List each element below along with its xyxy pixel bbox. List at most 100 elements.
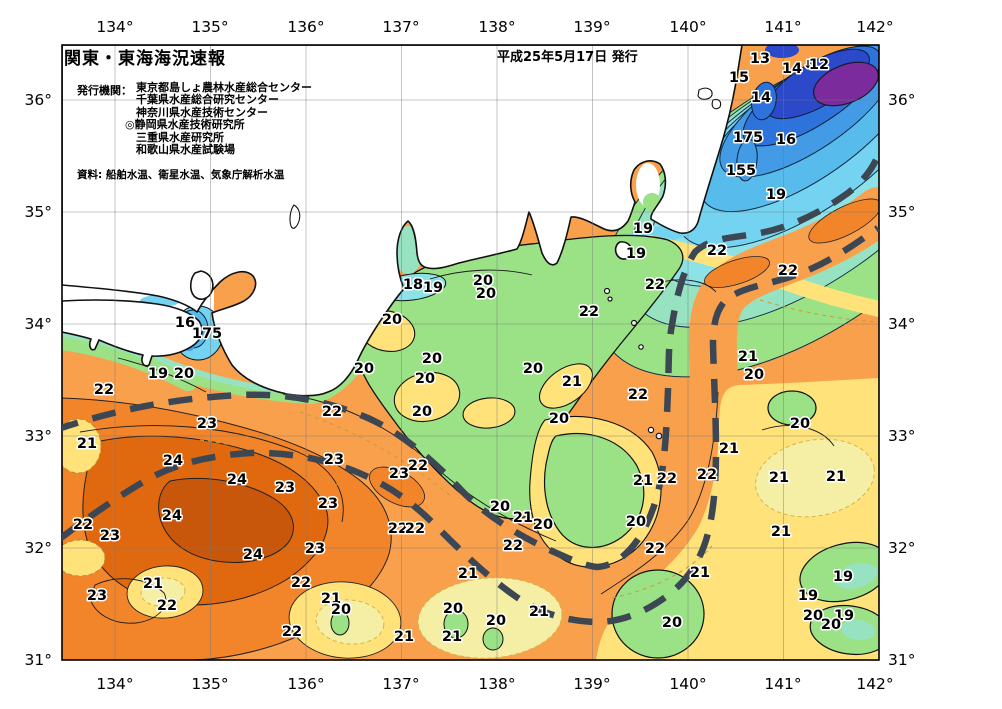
axis-tick-label: 33° — [888, 427, 915, 445]
region-se-green-3 — [611, 569, 705, 659]
sst-label: 23 — [324, 452, 344, 468]
sst-label: 21 — [769, 470, 789, 486]
sst-label: 22 — [657, 471, 677, 487]
sst-label: 155 — [726, 163, 756, 179]
region-se-green-33n — [767, 390, 817, 426]
sst-label: 20 — [354, 361, 374, 377]
sst-label: 22 — [707, 243, 727, 259]
sst-label: 24 — [227, 472, 247, 488]
axis-tick-label: 36° — [25, 91, 52, 109]
sst-label: 23 — [318, 496, 338, 512]
axis-tick-label: 31° — [888, 651, 915, 669]
region-loop-green — [543, 432, 645, 549]
sst-label: 20 — [331, 602, 351, 618]
sst-label: 21 — [738, 349, 758, 365]
axis-tick-label: 139° — [573, 18, 610, 36]
lake — [697, 87, 713, 100]
sst-label: 20 — [549, 411, 569, 427]
regions-layer — [62, 45, 879, 660]
sst-label: 19 — [633, 221, 653, 237]
island — [630, 319, 638, 327]
region-ne-patch-14b — [751, 81, 777, 121]
region-ne-patch-15b — [736, 138, 758, 182]
sst-label: 19 — [626, 246, 646, 262]
intermediate-contour-line — [299, 411, 453, 498]
axis-tick-label: 138° — [478, 675, 515, 693]
sst-label: 20 — [744, 367, 764, 383]
sst-label: 22 — [388, 521, 408, 537]
region-bc-green-b — [482, 627, 504, 651]
sst-label: 22 — [291, 575, 311, 591]
axis-tick-label: 36° — [888, 91, 915, 109]
sst-label: 23 — [197, 416, 217, 432]
contour-line — [654, 279, 717, 293]
region-ne-23-patch-a — [704, 256, 770, 288]
region-west-pale-pocket — [62, 418, 102, 474]
sst-label: 13 — [750, 51, 770, 67]
issuer-line: 三重県水産研究所 — [136, 130, 224, 144]
source-note: 資料: 船舶水温、衛星水温、気象庁解析水温 — [77, 169, 285, 181]
region-se-aqua-1 — [834, 563, 878, 589]
sst-label: 14 — [751, 90, 771, 106]
sst-label: 22 — [628, 387, 648, 403]
sst-label: 19 — [798, 588, 818, 604]
sst-label: 21 — [633, 473, 653, 489]
sst-label: 21 — [77, 436, 97, 452]
sst-label: 22 — [503, 538, 523, 554]
contour-line — [117, 357, 207, 393]
sst-label: 21 — [562, 374, 582, 390]
sst-label: 21 — [529, 604, 549, 620]
sst-label: 20 — [790, 416, 810, 432]
contour-line — [79, 425, 344, 523]
sst-label: 175 — [192, 326, 222, 342]
issuer-line: 神奈川県水産技術センター — [136, 105, 268, 119]
sst-label: 22 — [94, 382, 114, 398]
region-pocket-b-green — [330, 610, 350, 636]
sst-label: ↓ — [803, 58, 812, 71]
axis-tick-label: 137° — [382, 18, 419, 36]
sst-label: 21 — [513, 510, 533, 526]
sst-label: 20 — [523, 361, 543, 377]
sst-label: 24 — [162, 508, 182, 524]
sst-label: 21 — [458, 566, 478, 582]
sst-label: 22 — [157, 598, 177, 614]
region-ne-patch-13b — [765, 45, 799, 58]
axis-tick-label: 31° — [25, 651, 52, 669]
sst-label: 20 — [533, 517, 553, 533]
issuer-line: 千葉県水産総合研究センター — [136, 93, 279, 107]
sst-label: 20 — [422, 351, 442, 367]
land-layer — [62, 45, 743, 440]
sst-label: 15 — [729, 70, 749, 86]
sst-label: 20 — [803, 608, 823, 624]
axis-tick-label: 141° — [764, 675, 801, 693]
landmass — [614, 241, 633, 260]
issuer-line: 和歌山県水産試験場 — [136, 143, 235, 157]
lake — [289, 204, 301, 229]
axis-tick-label: 139° — [573, 675, 610, 693]
kuroshio-layer — [62, 158, 879, 626]
sst-label: 22 — [778, 263, 798, 279]
sst-label: 21 — [719, 441, 739, 457]
sst-label: 19 — [423, 280, 443, 296]
region-ne-core-12 — [813, 61, 879, 107]
sst-label: 20 — [415, 371, 435, 387]
axis-tick-label: 35° — [888, 203, 915, 221]
region-se-aqua-2 — [841, 619, 875, 641]
lake — [711, 98, 722, 110]
landmass — [62, 45, 743, 397]
axis-tick-label: 137° — [382, 675, 419, 693]
sst-label: 23 — [100, 528, 120, 544]
sst-label: 20 — [662, 615, 682, 631]
page-title: 関東・東海海況速報 — [64, 49, 226, 69]
issuer-line: ◎静岡県水産技術研究所 — [125, 118, 245, 132]
sst-label: 12 — [809, 57, 829, 73]
axis-tick-label: 134° — [96, 675, 133, 693]
axis-tick-label: 34° — [25, 315, 52, 333]
kuroshio-axis-line — [62, 225, 879, 626]
sst-label: 22 — [579, 304, 599, 320]
sst-label: 22 — [73, 517, 93, 533]
axis-tick-label: 140° — [669, 675, 706, 693]
sst-label: 22 — [697, 467, 717, 483]
sst-label: 22 — [322, 404, 342, 420]
